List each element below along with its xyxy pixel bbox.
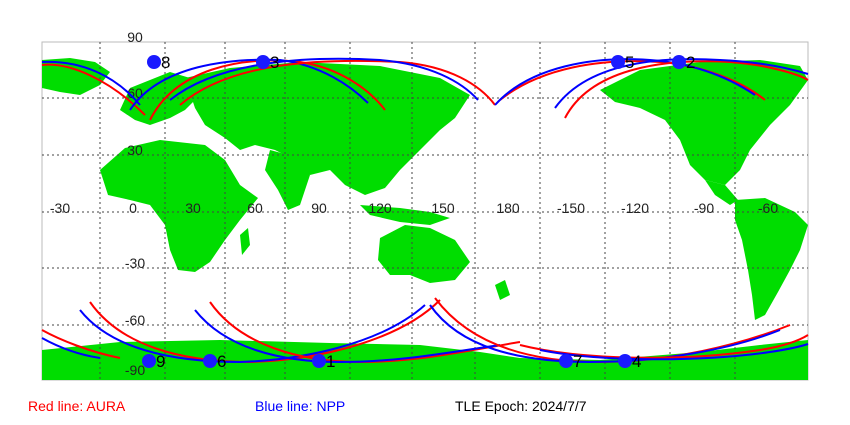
central-america-land xyxy=(705,180,738,205)
lon-tick-label: 150 xyxy=(431,200,455,216)
satellite-marker xyxy=(559,354,573,368)
ground-tracks xyxy=(41,57,809,364)
lon-tick-label: -60 xyxy=(758,200,778,216)
npp-track-south-3 xyxy=(194,309,501,364)
npp-track-south-2 xyxy=(79,304,426,364)
satellite-marker xyxy=(312,354,326,368)
satellite-label: 6 xyxy=(217,352,226,371)
satellite-label: 8 xyxy=(161,53,170,72)
lat-tick-label: -30 xyxy=(125,255,145,271)
legend-npp: Blue line: NPP xyxy=(255,398,346,414)
npp-track-south-5 xyxy=(539,343,809,361)
satellite-label: 9 xyxy=(156,352,165,371)
npp-track-north-1 xyxy=(41,60,141,106)
legend-aura: Red line: AURA xyxy=(28,398,126,414)
satellite-label: 1 xyxy=(326,352,335,371)
aura-track-north-5 xyxy=(564,60,809,119)
lon-tick-label: -120 xyxy=(621,200,649,216)
satellite-marker xyxy=(147,55,161,69)
lon-tick-label: 0 xyxy=(129,200,137,216)
indonesia-land xyxy=(360,205,450,225)
lon-tick-label: 60 xyxy=(247,200,263,216)
new-zealand-land xyxy=(495,280,510,300)
lon-tick-label: -30 xyxy=(50,200,70,216)
lat-tick-label: 30 xyxy=(127,142,143,158)
lon-tick-label: 90 xyxy=(311,200,327,216)
satellite-marker xyxy=(256,55,270,69)
satellite-label: 4 xyxy=(632,352,641,371)
india-land xyxy=(265,150,310,210)
lat-tick-label: -60 xyxy=(125,312,145,328)
latitude-labels: 90 60 30 -30 -60 -90 xyxy=(125,29,145,378)
antarctica-land xyxy=(42,340,808,380)
lon-tick-label: 30 xyxy=(185,200,201,216)
lon-tick-label: -150 xyxy=(557,200,585,216)
satellite-label: 3 xyxy=(270,53,279,72)
madagascar-land xyxy=(240,228,250,255)
satellite-label: 5 xyxy=(625,53,634,72)
satellite-marker xyxy=(142,354,156,368)
npp-track-north-2 xyxy=(129,58,369,111)
satellite-markers: 8 3 5 2 9 6 1 7 4 xyxy=(142,53,695,371)
lat-tick-label: 60 xyxy=(127,85,143,101)
north-america-land xyxy=(600,60,808,185)
aura-track-north-3 xyxy=(179,59,496,106)
npp-track-south-1 xyxy=(41,337,101,359)
greenland-land xyxy=(42,58,110,95)
satellite-marker xyxy=(672,55,686,69)
land-masses xyxy=(42,58,808,380)
africa-land xyxy=(100,140,258,272)
satellite-marker xyxy=(618,354,632,368)
npp-track-north-4 xyxy=(494,58,756,106)
npp-track-north-3 xyxy=(169,57,479,101)
npp-track-south-4 xyxy=(429,304,781,364)
satellite-label: 7 xyxy=(573,352,582,371)
lat-tick-label: 90 xyxy=(127,29,143,45)
aura-track-south-1 xyxy=(41,329,121,359)
lon-tick-label: 120 xyxy=(368,200,392,216)
npp-track-north-5 xyxy=(554,58,809,109)
lon-tick-label: 180 xyxy=(496,200,520,216)
longitude-labels: -30 0 30 60 90 120 150 180 -150 -120 -90 -60 xyxy=(50,200,778,216)
aura-track-south-5 xyxy=(519,334,809,359)
south-america-land xyxy=(735,198,808,320)
legend-tle-epoch: TLE Epoch: 2024/7/7 xyxy=(455,398,587,414)
satellite-marker xyxy=(611,55,625,69)
lat-tick-label: -90 xyxy=(125,362,145,378)
lon-tick-label: -90 xyxy=(694,200,714,216)
satellite-marker xyxy=(203,354,217,368)
asia-land xyxy=(185,62,470,195)
satellite-label: 2 xyxy=(686,53,695,72)
